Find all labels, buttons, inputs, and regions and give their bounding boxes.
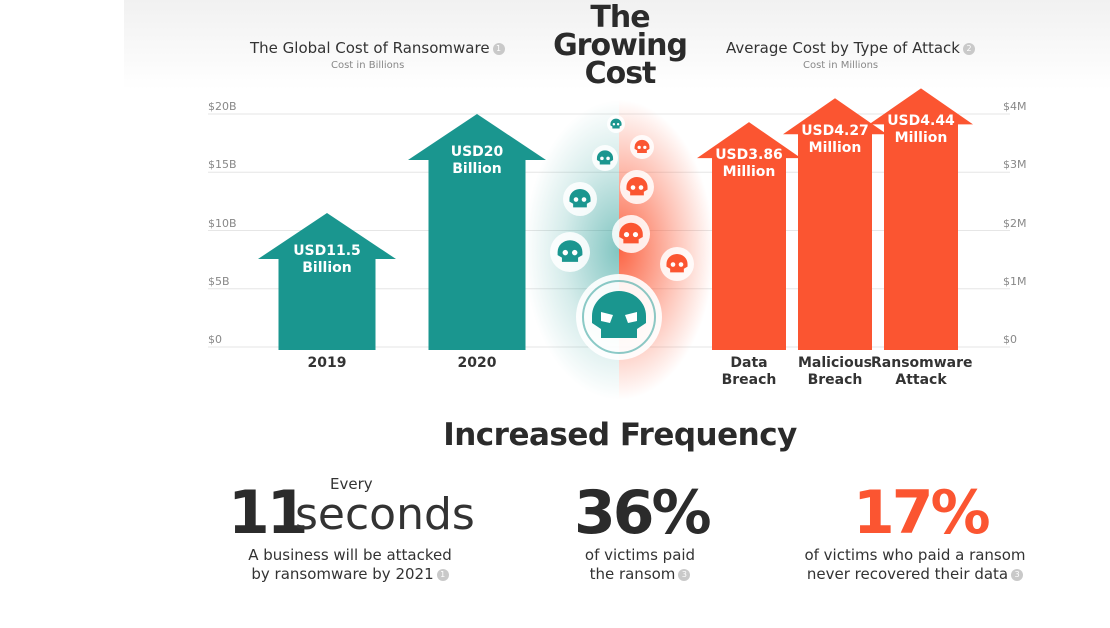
y-tick-left: $5B bbox=[208, 274, 230, 288]
right-chart-subtitle: Cost in Millions bbox=[803, 60, 879, 71]
y-tick-right: $4M bbox=[1003, 100, 1027, 113]
reference-badge: 1 bbox=[492, 42, 505, 55]
left-chart-title: The Global Cost of Ransomware 1 bbox=[250, 39, 505, 57]
bar-arrow bbox=[783, 98, 887, 351]
y-tick-right: $3M bbox=[1003, 158, 1027, 172]
reference-badge: 3 bbox=[678, 568, 691, 581]
stat3-description: of victims who paid a ransom never recov… bbox=[804, 546, 1026, 583]
y-tick-left: $0 bbox=[208, 333, 222, 346]
stat1-unit: seconds bbox=[295, 489, 475, 540]
skull-icon bbox=[630, 135, 654, 159]
bars bbox=[258, 88, 973, 351]
skull-icon bbox=[612, 215, 650, 253]
x-category-label: Ransomware Attack bbox=[871, 355, 973, 388]
left-chart-subtitle: Cost in Billions bbox=[331, 60, 405, 71]
y-tick-right: $2M bbox=[1003, 216, 1027, 230]
skull-icons bbox=[550, 115, 694, 360]
stat1-prefix: Every bbox=[330, 475, 373, 493]
bar-value-label: USD3.86 Million bbox=[715, 147, 783, 181]
stat2-description: of victims paid the ransom 3 bbox=[584, 546, 696, 583]
reference-badge: 3 bbox=[1011, 568, 1024, 581]
bar-arrow bbox=[408, 114, 546, 350]
reference-badge: 2 bbox=[962, 42, 975, 55]
y-tick-right: $0 bbox=[1003, 333, 1017, 346]
reference-badge: 1 bbox=[436, 568, 449, 581]
x-category-label: 2019 bbox=[307, 355, 347, 371]
skull-icon bbox=[620, 170, 654, 204]
skull-icon bbox=[576, 274, 662, 360]
header-band bbox=[124, 0, 1110, 90]
bar-arrow bbox=[258, 213, 396, 350]
bar-value-label: USD4.44 Million bbox=[887, 113, 955, 147]
bar-value-label: USD11.5 Billion bbox=[293, 243, 361, 277]
skull-icon bbox=[592, 145, 618, 171]
frequency-title: Increased Frequency bbox=[443, 417, 797, 453]
right-chart-title: Average Cost by Type of Attack 2 bbox=[726, 39, 975, 57]
y-tick-right: $1M bbox=[1003, 274, 1027, 288]
y-tick-left: $10B bbox=[208, 216, 237, 230]
stat1-number: 11 bbox=[228, 478, 308, 548]
bar-value-label: USD20 Billion bbox=[450, 144, 504, 177]
bar-arrow bbox=[697, 122, 801, 350]
x-category-label: 2020 bbox=[457, 355, 497, 371]
stat1-description: A business will be attacked by ransomwar… bbox=[248, 546, 452, 583]
skull-icon bbox=[550, 232, 590, 272]
page-title: The Growing Cost bbox=[553, 0, 688, 91]
skull-icon bbox=[607, 115, 625, 133]
bar-arrow bbox=[869, 88, 973, 351]
bar-value-label: USD4.27 Million bbox=[801, 123, 869, 157]
skull-icon bbox=[563, 182, 597, 216]
stat2-number: 36% bbox=[574, 478, 712, 548]
skull-icon bbox=[660, 247, 694, 281]
x-category-label: Data Breach bbox=[721, 355, 777, 388]
y-tick-left: $15B bbox=[208, 158, 237, 172]
y-tick-left: $20B bbox=[208, 100, 237, 113]
stat3-number: 17% bbox=[853, 478, 991, 548]
x-category-label: Malicious Breach bbox=[798, 355, 872, 388]
